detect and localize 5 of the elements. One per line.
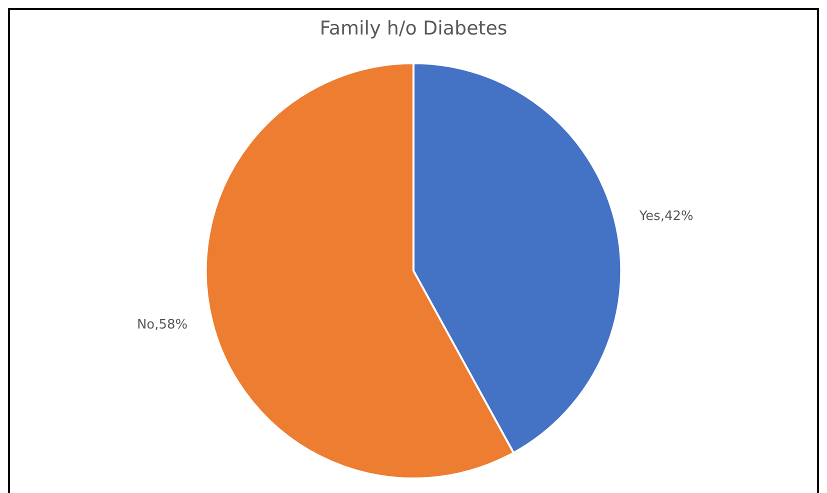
data-label: ,42% bbox=[660, 209, 694, 224]
slice-label: No bbox=[136, 317, 155, 332]
slice-label: Yes bbox=[638, 209, 661, 224]
data-label: ,58% bbox=[154, 317, 188, 332]
chart-title: Family h/o Diabetes bbox=[320, 18, 508, 40]
